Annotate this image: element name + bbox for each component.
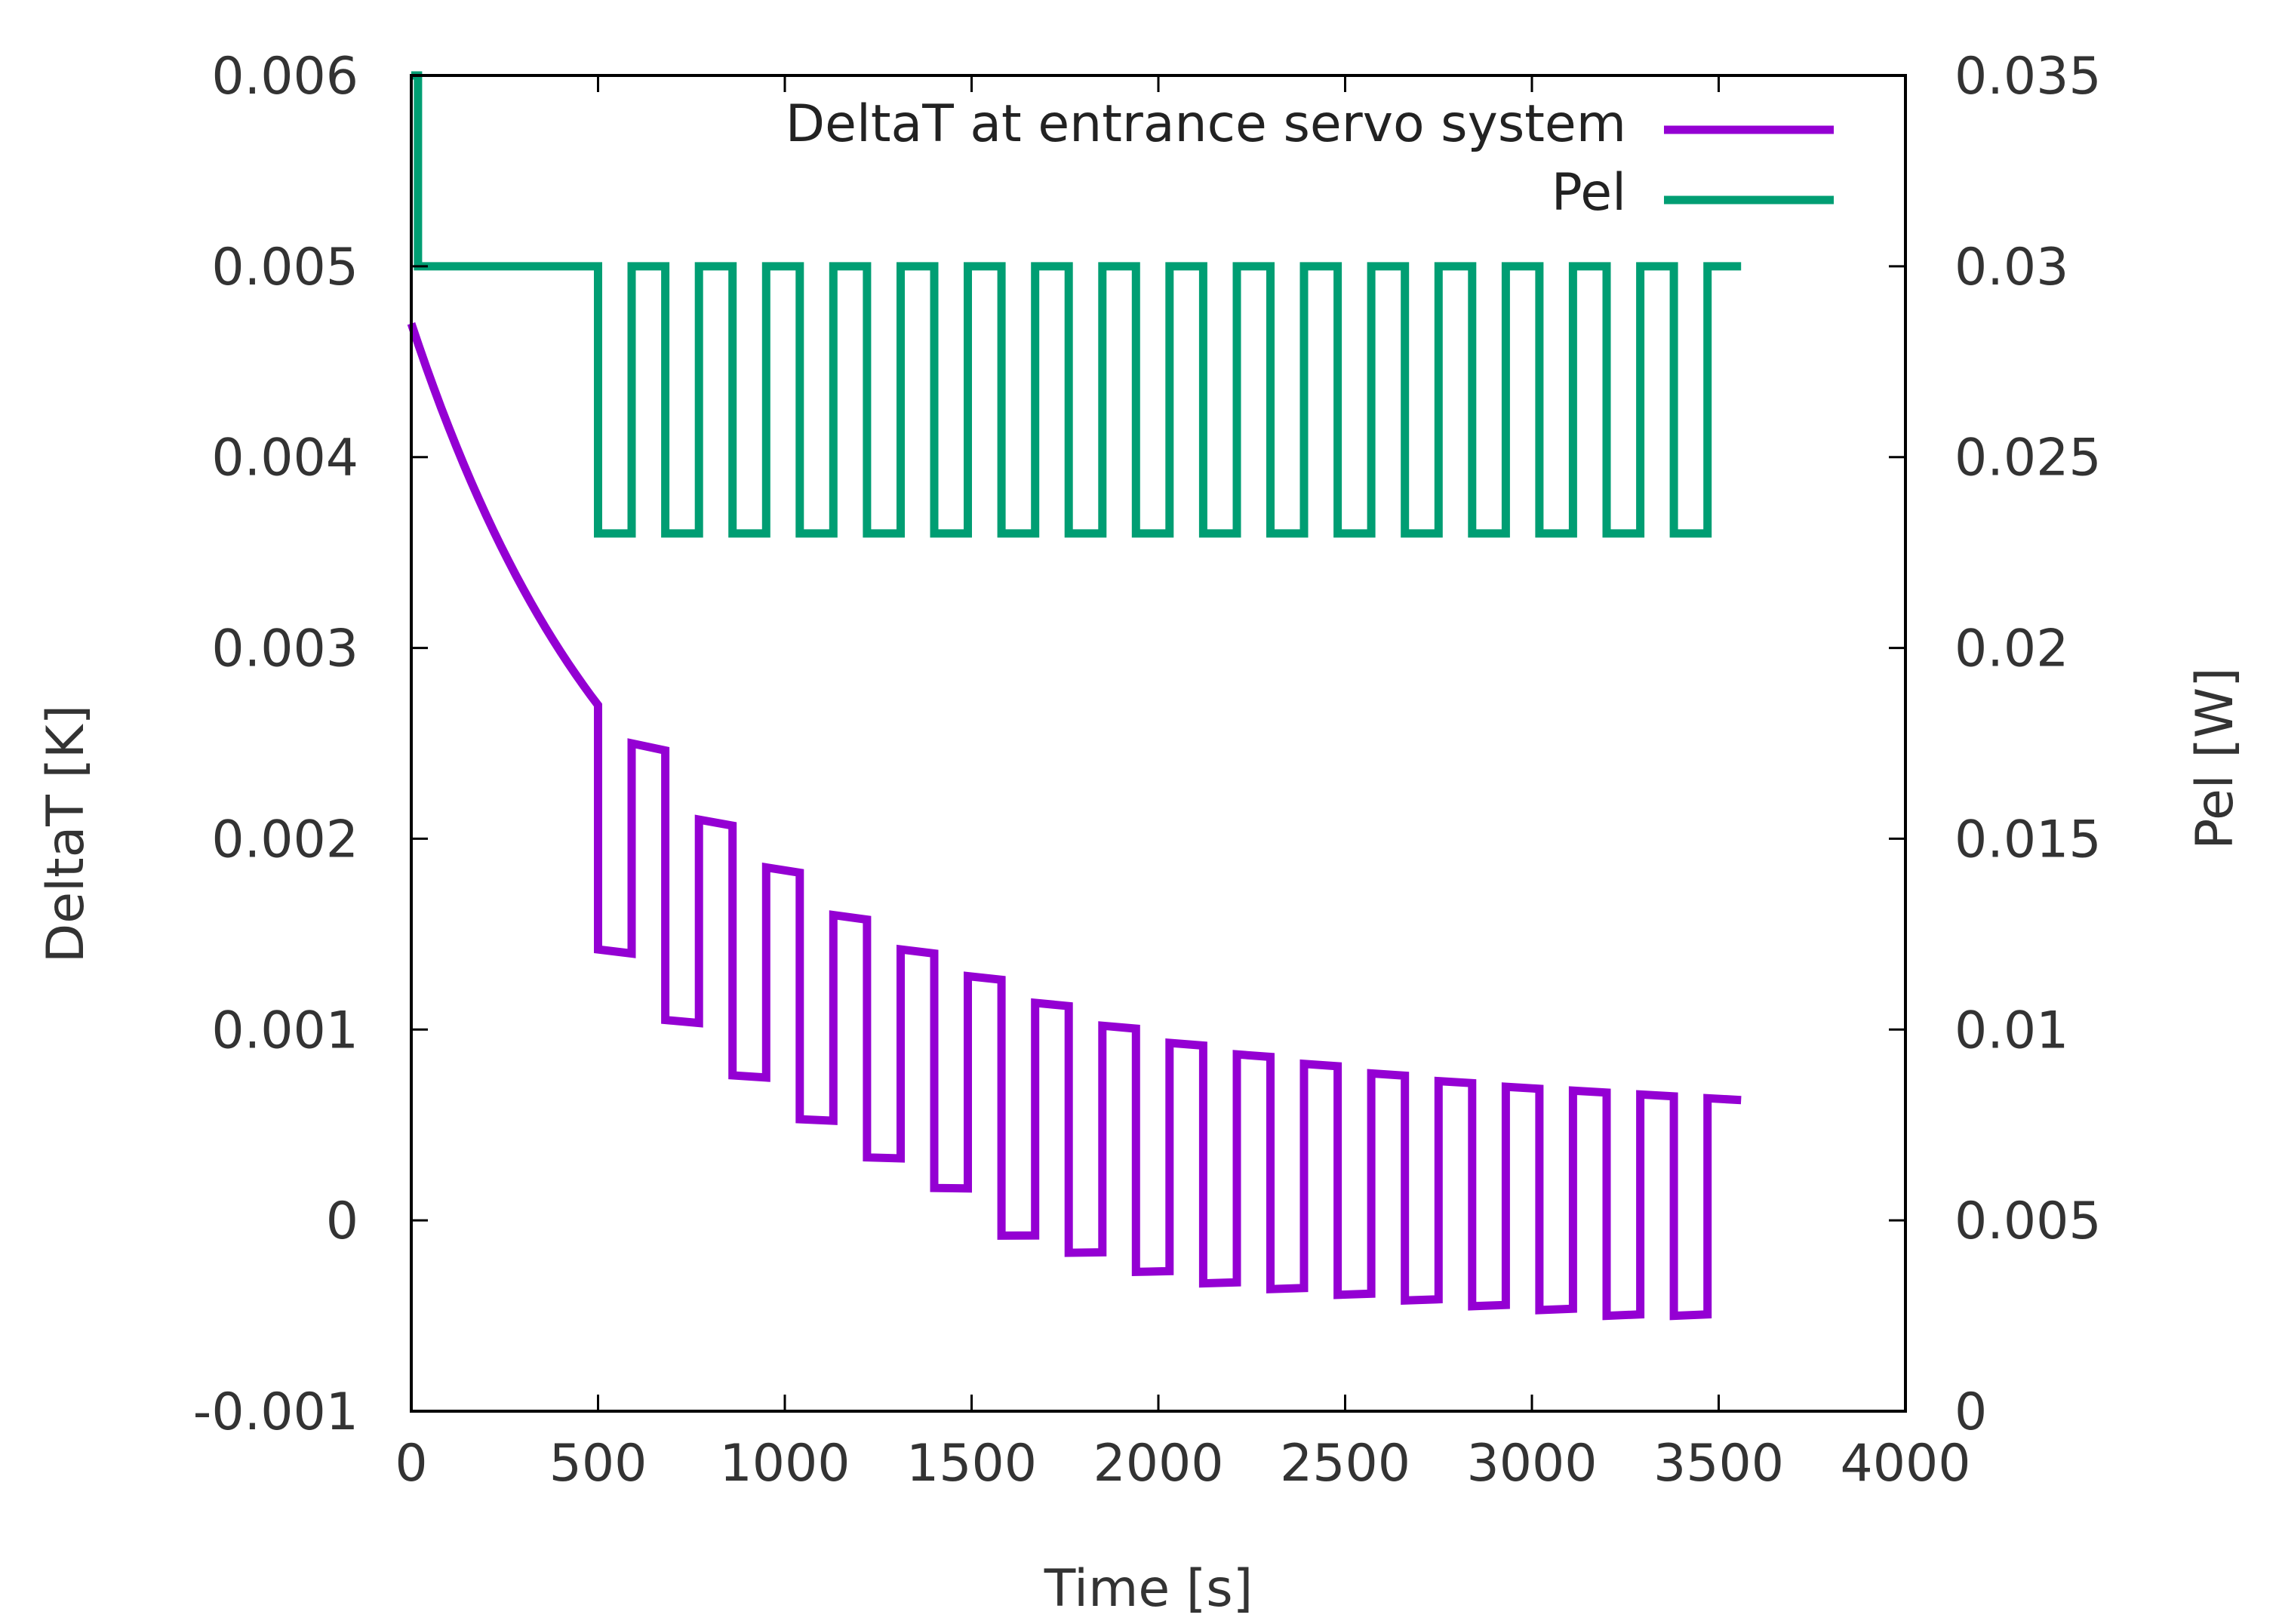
y2-tick-label: 0.01 [1955, 1001, 2068, 1060]
y-tick-label: 0.003 [211, 620, 358, 679]
x-tick-label: 4000 [1840, 1434, 1970, 1493]
y-tick-label: 0.002 [211, 810, 358, 869]
series-line-pel [411, 71, 1742, 538]
x-tick-label: 2000 [1093, 1434, 1223, 1493]
x-tick-label: 3500 [1653, 1434, 1784, 1493]
x-axis: 0 500 1000 1500 2000 2500 3000 3500 4000 [395, 75, 1971, 1493]
y-tick-label: 0.005 [211, 238, 358, 297]
series-line-deltat [407, 321, 1742, 1321]
y2-tick-label: 0.035 [1955, 47, 2102, 106]
x-axis-title: Time [s] [1044, 1559, 1253, 1619]
y-axis-title-right: Pel [W] [2185, 667, 2245, 849]
x-tick-label: 0 [395, 1434, 427, 1493]
y-tick-label: 0 [326, 1192, 358, 1251]
y-axis-right: 0 0.005 0.01 0.015 0.02 0.025 0.03 0.035 [1889, 47, 2102, 1442]
plot-lines [407, 71, 1742, 1321]
y2-tick-label: 0 [1955, 1383, 1987, 1442]
y-axis-title-left: DeltaT [K] [36, 705, 96, 963]
y-tick-label: 0.001 [211, 1001, 358, 1060]
y2-tick-label: 0.03 [1955, 238, 2068, 297]
y-tick-label: 0.004 [211, 429, 358, 488]
x-tick-label: 500 [549, 1434, 647, 1493]
y2-tick-label: 0.015 [1955, 810, 2102, 869]
x-tick-label: 1500 [906, 1434, 1037, 1493]
x-tick-label: 3000 [1466, 1434, 1597, 1493]
y-tick-label: -0.001 [193, 1383, 358, 1442]
legend-label-pel: Pel [1552, 163, 1626, 223]
y2-tick-label: 0.005 [1955, 1192, 2102, 1251]
y2-tick-label: 0.025 [1955, 429, 2102, 488]
y-tick-label: 0.006 [211, 47, 358, 106]
legend: DeltaT at entrance servo system Pel [786, 94, 1834, 223]
legend-label-deltat: DeltaT at entrance servo system [786, 94, 1626, 154]
y2-tick-label: 0.02 [1955, 620, 2068, 679]
y-axis-left: -0.001 0 0.001 0.002 0.003 0.004 0.005 0.006 [193, 47, 428, 1442]
x-tick-label: 1000 [719, 1434, 850, 1493]
x-tick-label: 2500 [1280, 1434, 1410, 1493]
